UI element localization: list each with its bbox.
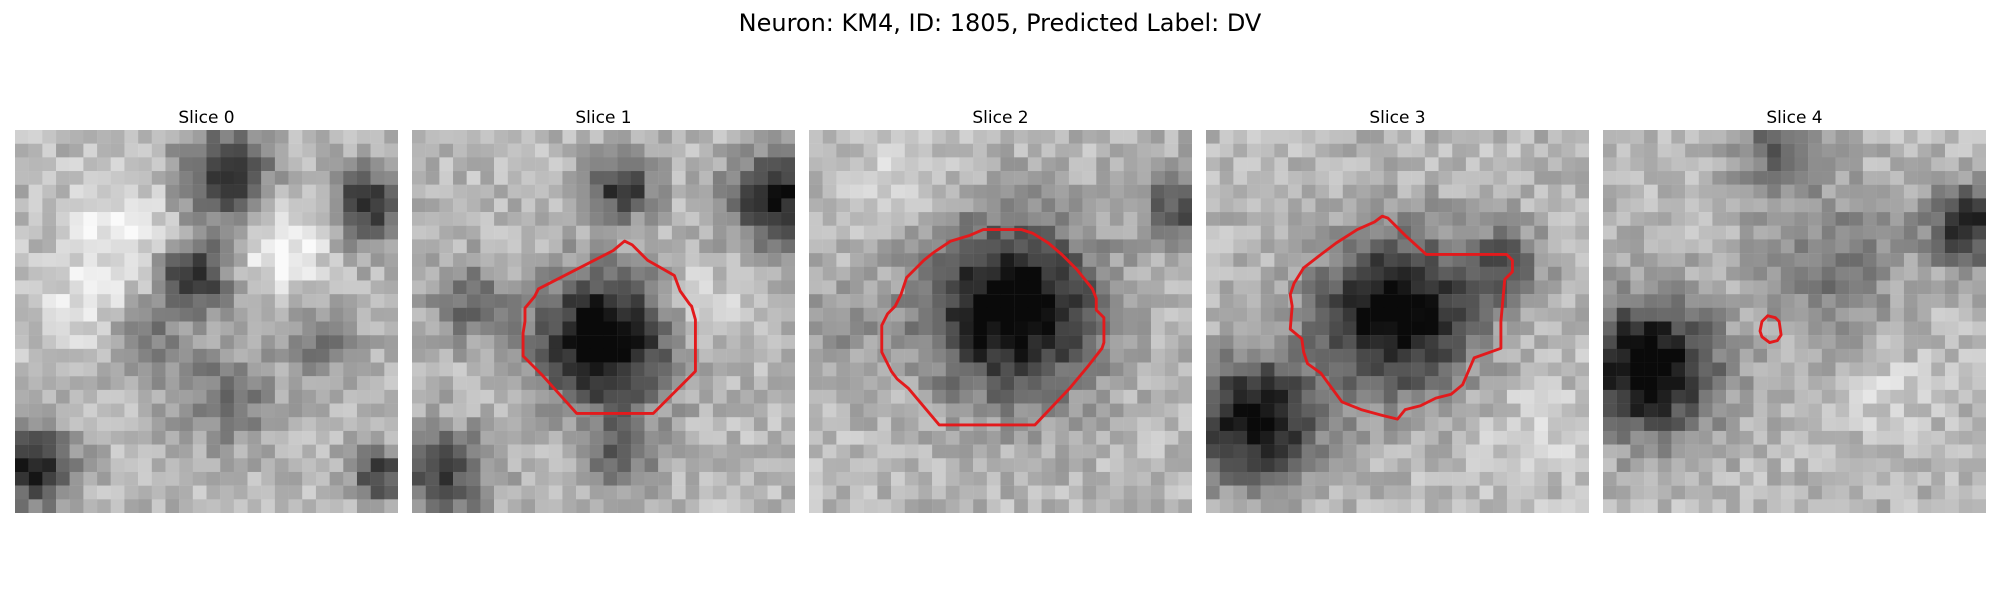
slice-4-panel: Slice 4 bbox=[1603, 106, 1986, 513]
figure-title: Neuron: KM4, ID: 1805, Predicted Label: … bbox=[738, 9, 1262, 37]
slice-4-roi-contour bbox=[1758, 314, 1783, 345]
slice-2-image bbox=[809, 130, 1192, 513]
slice-0-title: Slice 0 bbox=[178, 108, 235, 128]
slice-0-image bbox=[15, 130, 398, 513]
slice-2-panel: Slice 2 bbox=[809, 106, 1192, 513]
slice-4-title: Slice 4 bbox=[1766, 108, 1823, 128]
slice-1-roi-contour bbox=[521, 239, 697, 415]
slice-1-title: Slice 1 bbox=[575, 108, 632, 128]
slice-1-panel: Slice 1 bbox=[412, 106, 795, 513]
slice-1-image bbox=[412, 130, 795, 513]
slice-0-panel: Slice 0 bbox=[15, 106, 398, 513]
slice-3-image bbox=[1206, 130, 1589, 513]
slice-2-title: Slice 2 bbox=[972, 108, 1029, 128]
slice-3-roi-contour bbox=[1288, 214, 1514, 421]
slice-2-roi-contour bbox=[880, 228, 1106, 427]
slice-3-panel: Slice 3 bbox=[1206, 106, 1589, 513]
slice-3-title: Slice 3 bbox=[1369, 108, 1426, 128]
slice-4-image bbox=[1603, 130, 1986, 513]
